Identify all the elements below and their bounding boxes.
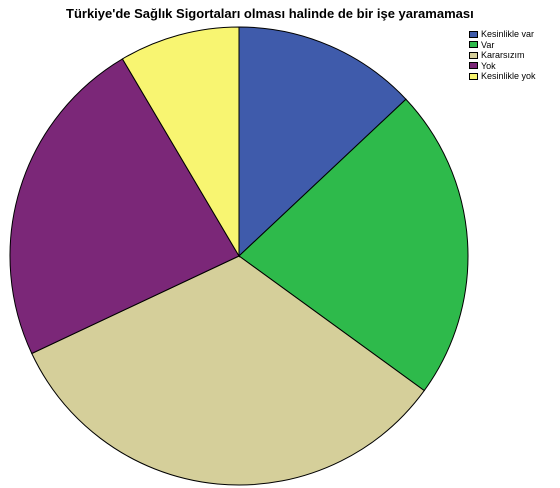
legend-item-2: Kararsızım: [469, 50, 536, 61]
legend-label: Kararsızım: [481, 50, 525, 60]
pie-slice-1: [238, 98, 469, 392]
legend-swatch: [469, 62, 478, 70]
legend-swatch: [469, 41, 478, 49]
pie-slice-2: [31, 255, 425, 486]
legend-label: Var: [481, 39, 495, 50]
legend-item-0: Kesinlikle var: [469, 29, 536, 40]
legend-item-3: Yok: [469, 61, 536, 72]
legend-item-4: Kesinlikle yok: [469, 71, 536, 82]
pie-slice-3: [9, 58, 240, 355]
legend-label: Yok: [481, 60, 496, 71]
pie-slice-0: [238, 26, 407, 258]
legend-label: Kesinlikle yok: [481, 71, 536, 81]
legend-swatch: [469, 72, 478, 80]
legend-swatch: [469, 51, 478, 59]
legend-label: Kesinlikle var: [481, 29, 535, 39]
pie-slice-4: [121, 26, 240, 258]
chart-legend: Kesinlikle var Var Kararsızım Yok Kesinlikle…: [469, 29, 536, 82]
chart-title: Türkiye'de Sağlık Sigortaları olması hal…: [66, 6, 474, 21]
legend-swatch: [469, 30, 478, 38]
legend-item-1: Var: [469, 40, 536, 51]
